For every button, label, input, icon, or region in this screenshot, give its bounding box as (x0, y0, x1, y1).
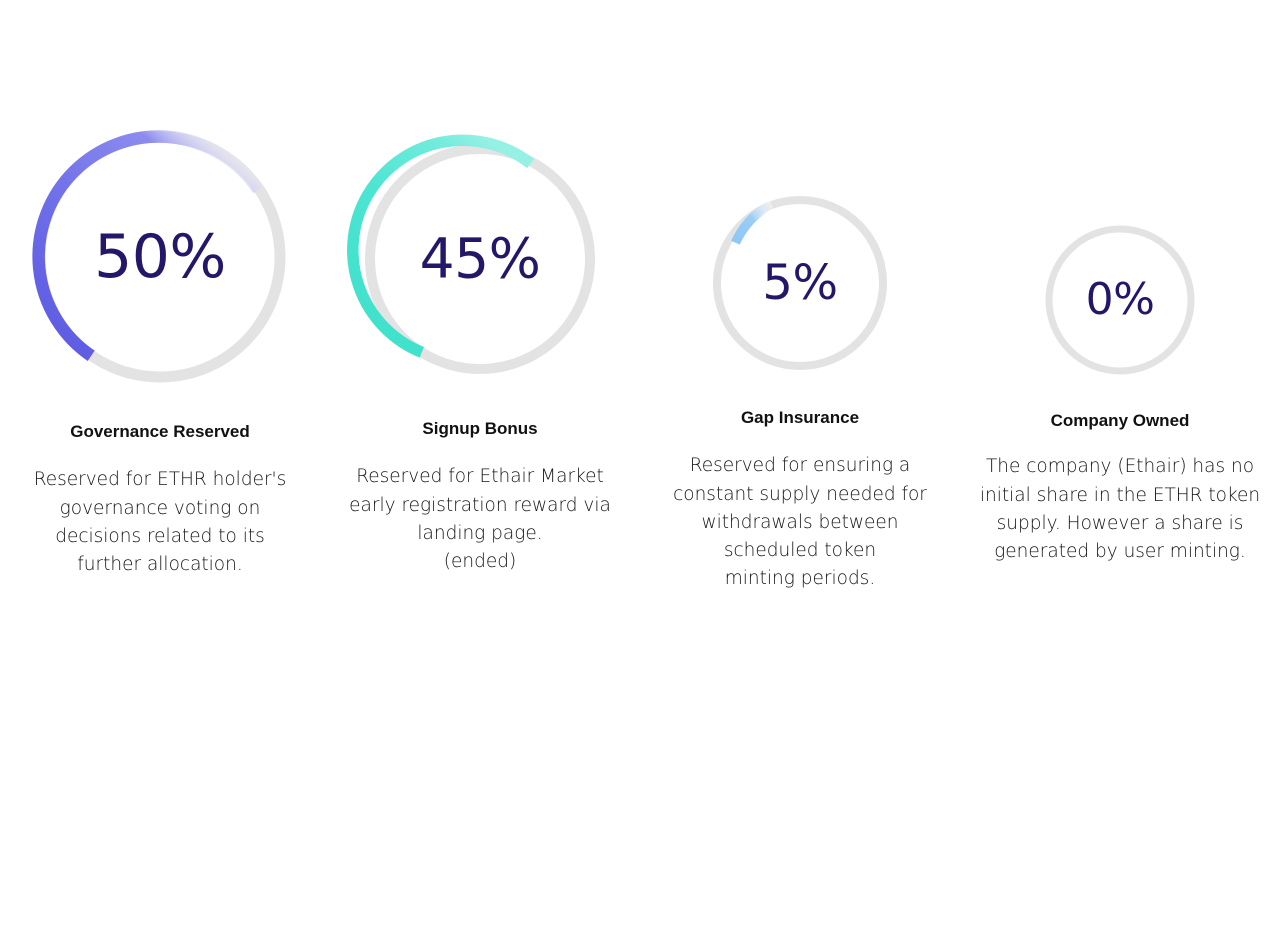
donut-percent-governance-reserved: 50% (94, 222, 226, 292)
card-description-signup-bonus: Reserved for Ethair Market early registr… (330, 463, 630, 575)
description-line: Reserved for ensuring a (689, 455, 911, 477)
card-title-signup-bonus: Signup Bonus (422, 419, 538, 438)
donut-chart-signup-bonus: 45% (347, 134, 598, 377)
donut-progress-arc (347, 134, 535, 358)
description-line: Reserved for Ethair Market (356, 466, 604, 488)
card-title-governance-reserved: Governance Reserved (70, 422, 250, 441)
description-line: scheduled token (723, 539, 877, 561)
donut-percent-company-owned: 0% (1085, 274, 1155, 325)
description-line: early registration reward via (349, 494, 611, 516)
description-line: generated by user minting. (994, 540, 1246, 562)
allocation-card-governance-reserved: 50% Governance Reserved Reserved for ETH… (0, 0, 320, 848)
card-title-gap-insurance: Gap Insurance (740, 408, 860, 427)
card-description-company-owned: The company (Ethair) has no initial shar… (970, 453, 1270, 565)
allocation-card-signup-bonus: 45% Signup Bonus Reserved for Ethair Mar… (320, 0, 640, 861)
donut-progress-arc (32, 130, 264, 361)
description-line: Reserved for ETHR holder's (33, 469, 287, 491)
description-line: initial share in the ETHR token (979, 484, 1261, 506)
card-description-gap-insurance: Reserved for ensuring a constant supply … (650, 452, 950, 593)
description-line: (ended) (443, 550, 517, 572)
description-line: supply. However a share is (996, 512, 1244, 534)
donut-percent-gap-insurance: 5% (762, 255, 838, 311)
donut-chart-company-owned: 0% (1044, 224, 1196, 376)
donut-track (365, 144, 595, 374)
description-line: withdrawals between (701, 511, 899, 533)
allocation-card-company-owned: 0% Company Owned The company (Ethair) ha… (960, 0, 1280, 944)
donut-chart-gap-insurance: 5% (711, 194, 889, 372)
donut-svg (32, 130, 286, 383)
allocation-card-row: 50% Governance Reserved Reserved for ETH… (32, 130, 1260, 589)
description-line: minting periods. (724, 567, 876, 589)
description-line: further allocation. (77, 553, 243, 575)
donut-svg (1045, 225, 1195, 375)
description-line: governance voting on (59, 497, 261, 519)
card-title-company-owned: Company Owned (1050, 411, 1190, 430)
description-line: landing page. (417, 522, 543, 544)
description-line: decisions related to its (55, 525, 265, 547)
allocation-card-gap-insurance: 5% Gap Insurance Reserved for ensuring a… (640, 0, 960, 914)
donut-track (1045, 225, 1195, 375)
slide-canvas: 50% Governance Reserved Reserved for ETH… (32, 130, 1261, 589)
donut-track (713, 196, 887, 370)
card-description-governance-reserved: Reserved for ETHR holder's governance vo… (10, 466, 310, 578)
donut-percent-signup-bonus: 45% (419, 226, 541, 291)
donut-svg (713, 196, 887, 370)
description-line: The company (Ethair) has no (985, 456, 1255, 478)
donut-svg (347, 134, 595, 374)
donut-progress-arc (731, 200, 774, 245)
donut-chart-governance-reserved: 50% (31, 128, 289, 386)
description-line: constant supply needed for (673, 483, 927, 505)
